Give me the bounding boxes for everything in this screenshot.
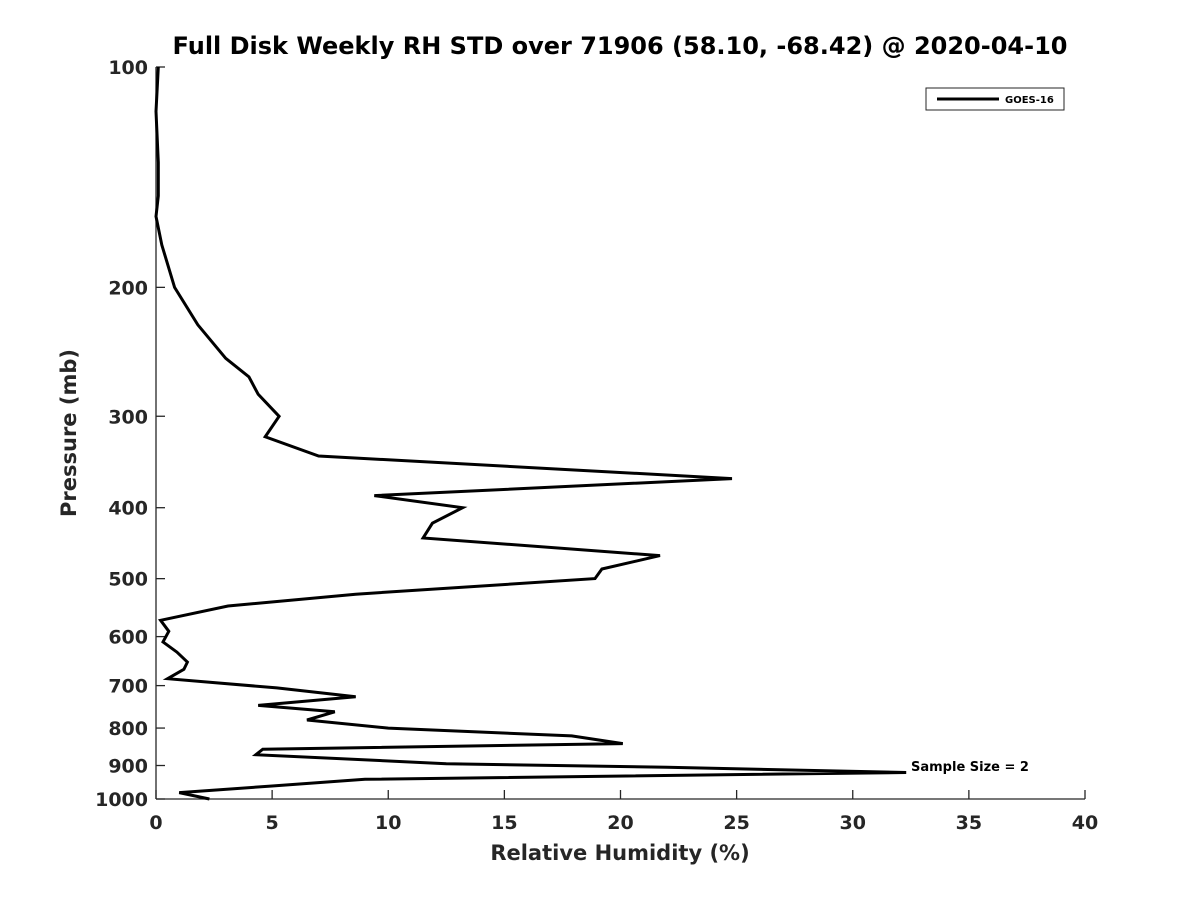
y-tick-label: 600 — [108, 627, 148, 649]
sample-size-annotation: Sample Size = 2 — [911, 760, 1029, 775]
y-tick-label: 100 — [108, 57, 148, 79]
x-tick-label: 15 — [491, 812, 517, 834]
y-axis-label: Pressure (mb) — [57, 349, 81, 517]
x-tick-label: 40 — [1072, 812, 1098, 834]
y-tick-label: 1000 — [95, 789, 148, 811]
x-tick-label: 30 — [840, 812, 866, 834]
y-tick-label: 200 — [108, 277, 148, 299]
y-ticks: 100 200 300 400 500 600 700 800 900 1000 — [95, 57, 165, 811]
y-tick-label: 900 — [108, 756, 148, 778]
x-tick-label: 35 — [956, 812, 982, 834]
x-tick-label: 10 — [375, 812, 401, 834]
x-tick-label: 5 — [266, 812, 279, 834]
legend: GOES-16 — [925, 87, 1065, 111]
x-axis-label: Relative Humidity (%) — [490, 841, 749, 865]
chart-title: Full Disk Weekly RH STD over 71906 (58.1… — [173, 32, 1068, 60]
x-tick-label: 25 — [723, 812, 749, 834]
x-tick-label: 20 — [607, 812, 633, 834]
x-tick-label: 0 — [149, 812, 162, 834]
y-tick-label: 500 — [108, 569, 148, 591]
series-line-goes-16 — [154, 66, 907, 801]
y-tick-label: 400 — [108, 498, 148, 520]
y-tick-label: 800 — [108, 718, 148, 740]
legend-entry-goes-16: GOES-16 — [1005, 95, 1054, 106]
x-ticks: 0 5 10 15 20 25 30 35 40 — [149, 790, 1098, 834]
y-tick-label: 700 — [108, 676, 148, 698]
y-tick-label: 300 — [108, 406, 148, 428]
